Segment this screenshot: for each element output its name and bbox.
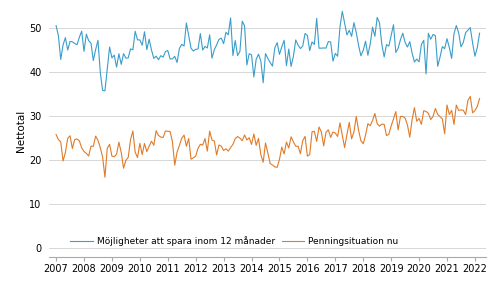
Penningsituation nu [53, 133, 59, 136]
Y-axis label: Nettotal: Nettotal [16, 110, 27, 153]
Möjligheter att spara inom 12 månader [121, 52, 127, 56]
Line: Penningsituation nu: Penningsituation nu [56, 96, 480, 177]
Penningsituation nu [477, 97, 483, 100]
Penningsituation nu [111, 155, 117, 159]
Möjligheter att spara inom 12 månader [237, 50, 243, 53]
Möjligheter att spara inom 12 månader [55, 34, 61, 38]
Möjligheter att spara inom 12 månader [339, 9, 345, 13]
Möjligheter att spara inom 12 månader [188, 47, 194, 50]
Penningsituation nu [467, 95, 473, 98]
Penningsituation nu [55, 138, 61, 141]
Möjligheter att spara inom 12 månader [111, 53, 117, 57]
Möjligheter att spara inom 12 månader [270, 64, 275, 68]
Legend: Möjligheter att spara inom 12 månader, Penningsituation nu: Möjligheter att spara inom 12 månader, P… [67, 233, 402, 250]
Penningsituation nu [237, 136, 243, 140]
Penningsituation nu [188, 157, 194, 161]
Möjligheter att spara inom 12 månader [53, 24, 59, 27]
Line: Möjligheter att spara inom 12 månader: Möjligheter att spara inom 12 månader [56, 11, 480, 91]
Möjligheter att spara inom 12 månader [102, 89, 108, 93]
Penningsituation nu [270, 163, 275, 167]
Penningsituation nu [121, 166, 127, 170]
Möjligheter att spara inom 12 månader [477, 31, 483, 35]
Penningsituation nu [102, 175, 108, 179]
